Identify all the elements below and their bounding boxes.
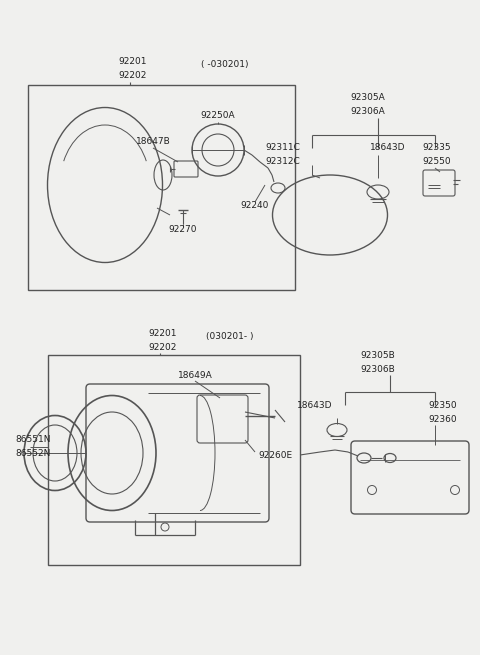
Text: 92335: 92335 [422, 143, 451, 153]
Text: 92360: 92360 [428, 415, 456, 424]
Text: 18647B: 18647B [136, 138, 170, 147]
Text: 92250A: 92250A [201, 111, 235, 119]
Text: 92306B: 92306B [360, 364, 395, 373]
Text: 92305A: 92305A [350, 94, 385, 102]
Text: 92306A: 92306A [350, 107, 385, 117]
Text: 86552N: 86552N [15, 449, 50, 458]
Bar [48, 355, 300, 565]
Text: 92550: 92550 [422, 157, 451, 166]
Text: 92202: 92202 [148, 343, 176, 352]
Text: 92202: 92202 [118, 71, 146, 79]
Text: 18643D: 18643D [297, 400, 332, 409]
Text: 92260E: 92260E [258, 451, 292, 460]
Text: (030201- ): (030201- ) [206, 331, 254, 341]
Text: 18643D: 18643D [370, 143, 406, 153]
Text: 92270: 92270 [169, 225, 197, 234]
Text: 92240: 92240 [241, 200, 269, 210]
Text: 92201: 92201 [118, 58, 146, 67]
Text: 92305B: 92305B [360, 350, 395, 360]
Text: 92201: 92201 [148, 329, 177, 337]
Bar [28, 85, 295, 290]
Text: 92311C: 92311C [265, 143, 300, 153]
Text: 18649A: 18649A [178, 371, 212, 379]
Text: 92350: 92350 [428, 400, 456, 409]
Text: 86551N: 86551N [15, 436, 50, 445]
Text: 92312C: 92312C [265, 157, 300, 166]
Text: ( -030201): ( -030201) [201, 60, 249, 69]
